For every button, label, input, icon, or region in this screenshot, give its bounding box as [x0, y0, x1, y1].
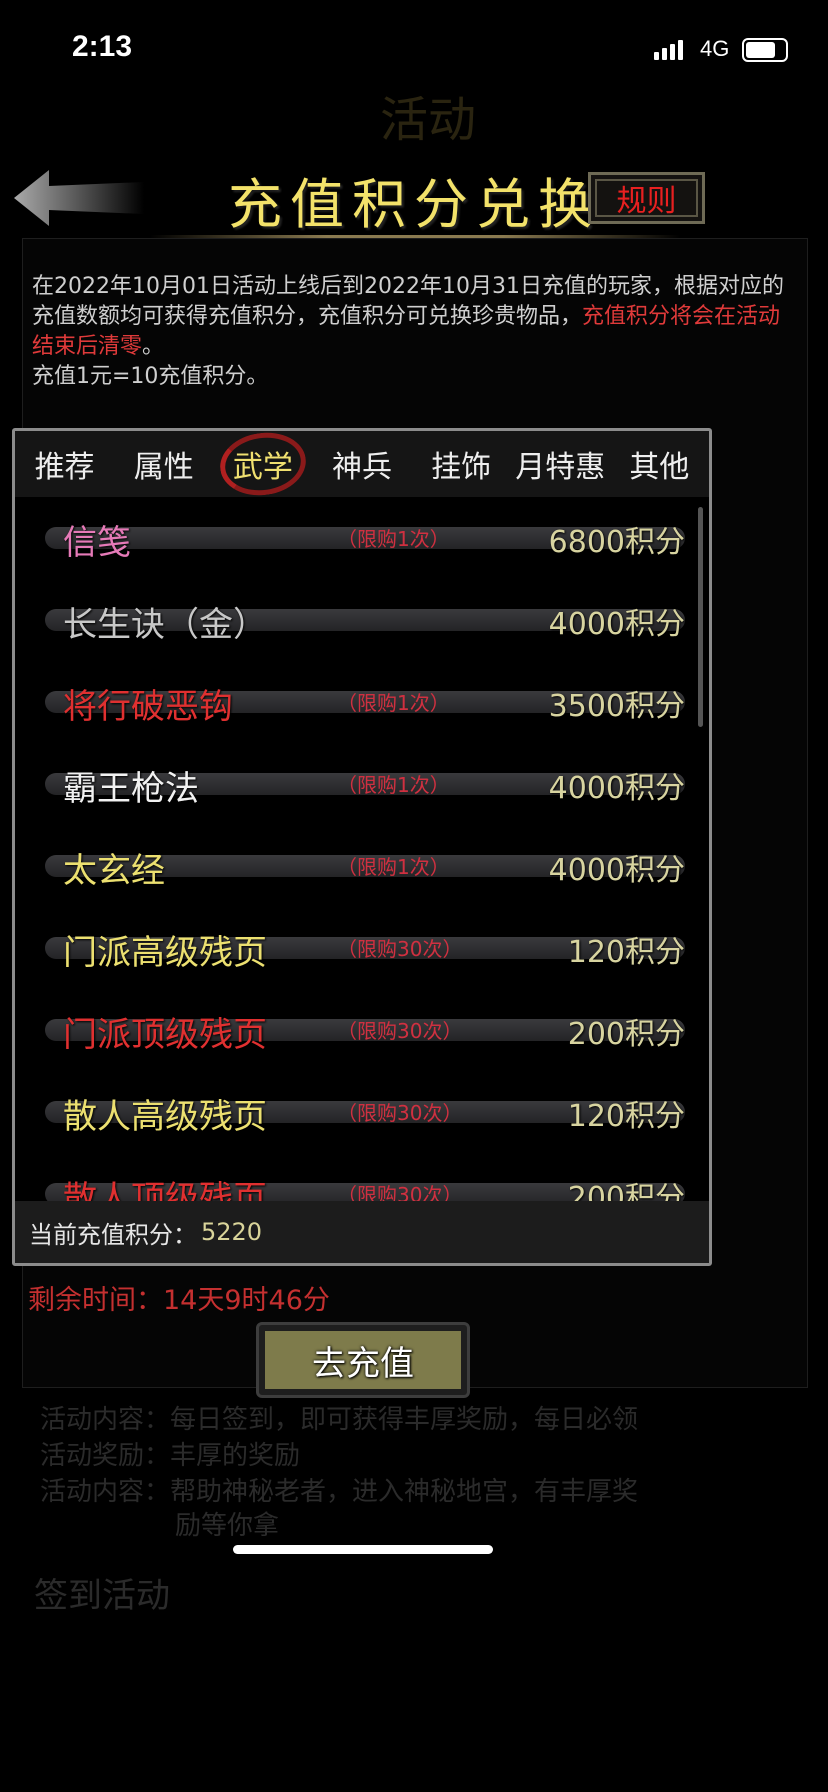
bg-line: 活动内容：每日签到，即可获得丰厚奖励，每日必领	[40, 1405, 639, 1435]
item-name: 门派高级残页	[63, 933, 267, 973]
desc-warning: 充值积分将会在活动结束后清零	[32, 304, 781, 359]
item-price: 200积分	[567, 1017, 685, 1052]
bg-title: 签到活动	[34, 1576, 170, 1616]
item-limit: （限购30次）	[337, 1019, 463, 1043]
item-price: 4000积分	[548, 607, 685, 642]
description: 在2022年10月01日活动上线后到2022年10月31日充值的玩家，根据对应的…	[32, 272, 792, 392]
tab-label: 其他	[629, 450, 690, 485]
status-time: 2:13	[72, 30, 133, 63]
item-price: 4000积分	[548, 853, 685, 888]
list-item[interactable]: 散人顶级残页 （限购30次） 200积分	[45, 1153, 685, 1201]
list-item[interactable]: 霸王枪法 （限购1次） 4000积分	[45, 743, 685, 825]
item-price: 200积分	[567, 1181, 685, 1201]
row-bar	[45, 527, 685, 549]
row-bar	[45, 1101, 685, 1123]
list-item[interactable]: 长生诀（金） 4000积分	[45, 579, 685, 661]
list-item[interactable]: 信笺 （限购1次） 6800积分	[45, 497, 685, 579]
bg-line: 励等你拿	[175, 1511, 280, 1541]
item-price: 3500积分	[548, 689, 685, 724]
network-type: 4G	[700, 36, 730, 61]
item-name: 霸王枪法	[63, 769, 199, 809]
tab-label: 属性	[133, 450, 194, 485]
bg-line: 活动内容：帮助神秘老者，进入神秘地宫，有丰厚奖	[40, 1477, 639, 1507]
list-item[interactable]: 门派顶级残页 （限购30次） 200积分	[45, 989, 685, 1071]
row-bar	[45, 937, 685, 959]
exchange-panel: 推荐 属性 武学 神兵 挂饰 月特惠 其他 信笺 （限购1次） 6800积分长生诀（金） 4000…	[12, 428, 712, 1266]
item-limit: （限购1次）	[337, 527, 450, 551]
item-name: 散人高级残页	[63, 1097, 267, 1137]
desc-text: 。	[142, 334, 165, 359]
item-limit: （限购30次）	[337, 1183, 463, 1201]
desc-rate: 充值1元=10充值积分。	[32, 364, 269, 389]
item-name: 将行破恶钩	[63, 687, 233, 727]
row-bar	[45, 855, 685, 877]
tab-label: 挂饰	[431, 450, 492, 485]
item-limit: （限购30次）	[337, 1101, 463, 1125]
item-name: 信笺	[63, 523, 131, 563]
signal-icon	[654, 40, 683, 60]
list-item[interactable]: 将行破恶钩 （限购1次） 3500积分	[45, 661, 685, 743]
row-bar	[45, 773, 685, 795]
tab-3[interactable]: 神兵	[312, 442, 411, 486]
divider	[150, 235, 680, 239]
item-name: 门派顶级残页	[63, 1015, 267, 1055]
page-title: 充值积分兑换	[228, 173, 600, 236]
ghost-title: 活动	[380, 92, 477, 148]
item-name: 长生诀（金）	[63, 605, 267, 645]
item-price: 6800积分	[548, 525, 685, 560]
scrollbar[interactable]	[698, 507, 703, 727]
tab-1[interactable]: 属性	[114, 442, 213, 486]
rules-button[interactable]: 规则	[588, 172, 705, 224]
tab-label: 月特惠	[515, 450, 606, 485]
points-label: 当前充值积分：	[29, 1220, 197, 1249]
item-limit: （限购30次）	[337, 937, 463, 961]
item-limit: （限购1次）	[337, 691, 450, 715]
row-bar	[45, 691, 685, 713]
tab-4[interactable]: 挂饰	[412, 442, 511, 486]
item-name: 太玄经	[63, 851, 165, 891]
tab-label: 武学	[232, 450, 293, 485]
remaining-time: 剩余时间：14天9时46分	[28, 1285, 330, 1316]
list-item[interactable]: 太玄经 （限购1次） 4000积分	[45, 825, 685, 907]
tab-label: 推荐	[34, 450, 95, 485]
row-bar	[45, 1019, 685, 1041]
item-limit: （限购1次）	[337, 773, 450, 797]
tab-2[interactable]: 武学	[213, 442, 312, 486]
recharge-label: 去充值	[265, 1331, 461, 1389]
desc-text: 在2022年10月01日活动上线后到2022年10月31日充值的玩家，根据对应的…	[32, 274, 784, 329]
item-price: 4000积分	[548, 771, 685, 806]
item-limit: （限购1次）	[337, 855, 450, 879]
list-item[interactable]: 门派高级残页 （限购30次） 120积分	[45, 907, 685, 989]
item-price: 120积分	[567, 935, 685, 970]
battery-icon	[742, 38, 788, 62]
back-arrow-icon[interactable]	[14, 168, 144, 232]
row-bar	[45, 609, 685, 631]
tab-5[interactable]: 月特惠	[511, 442, 610, 486]
tab-0[interactable]: 推荐	[15, 442, 114, 486]
tab-bar: 推荐 属性 武学 神兵 挂饰 月特惠 其他	[15, 431, 709, 497]
tab-6[interactable]: 其他	[610, 442, 709, 486]
points-value: 5220	[201, 1218, 263, 1246]
recharge-button[interactable]: 去充值	[256, 1322, 470, 1398]
row-bar	[45, 1183, 685, 1201]
item-name: 散人顶级残页	[63, 1179, 267, 1201]
list-item[interactable]: 散人高级残页 （限购30次） 120积分	[45, 1071, 685, 1153]
rules-label: 规则	[616, 184, 677, 219]
bg-line: 活动奖励：丰厚的奖励	[40, 1441, 301, 1471]
item-list[interactable]: 信笺 （限购1次） 6800积分 长生诀（金） 4000积分 将行破恶钩 （限购1次） 350…	[15, 497, 709, 1201]
points-footer: 当前充值积分： 5220	[15, 1201, 709, 1263]
home-indicator[interactable]	[233, 1545, 493, 1554]
item-price: 120积分	[567, 1099, 685, 1134]
tab-label: 神兵	[331, 450, 392, 485]
